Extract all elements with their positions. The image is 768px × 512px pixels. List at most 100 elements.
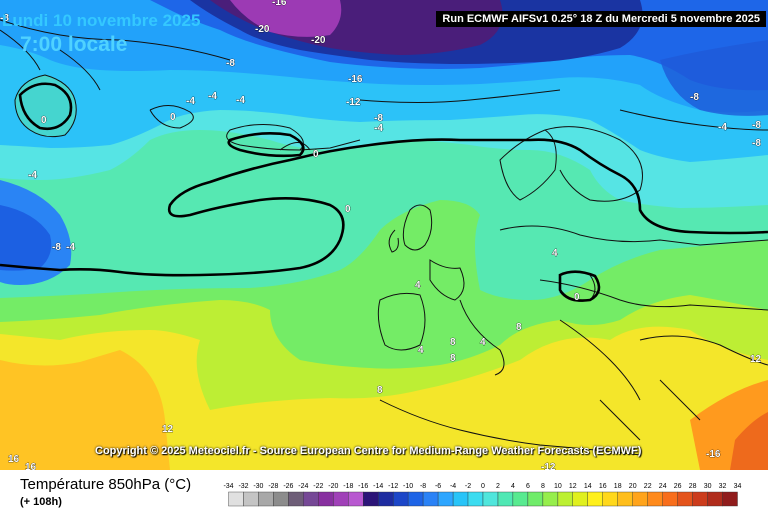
legend-swatch — [542, 491, 559, 507]
legend-swatch — [333, 491, 349, 507]
contour-label: 0 — [313, 149, 319, 160]
legend-tick-label: 0 — [481, 483, 485, 490]
legend-swatch — [527, 491, 544, 507]
contour-label: -12 — [346, 97, 361, 108]
contour-label: 12 — [750, 354, 762, 365]
legend-swatch — [497, 491, 514, 507]
contour-label: 0 — [170, 112, 176, 123]
legend-swatch — [692, 491, 708, 507]
legend-tick-label: 6 — [526, 483, 530, 490]
legend-tick-label: 24 — [659, 483, 667, 490]
contour-labels: -16 -20 -20 -8 -16 -12 -8 -8 -4 -4 -4 -4… — [0, 0, 762, 470]
legend-swatch — [228, 491, 244, 507]
legend-tick-label: -32 — [238, 483, 248, 490]
legend-tick-label: 2 — [496, 483, 500, 490]
legend-tick-label: 30 — [704, 483, 712, 490]
legend-tick-label: -18 — [343, 483, 353, 490]
field-title: Température 850hPa (°C) — [20, 476, 192, 493]
legend-swatch — [258, 491, 274, 507]
contour-label: -8 — [52, 242, 61, 253]
run-info-banner: Run ECMWF AIFSv1 0.25° 18 Z du Mercredi … — [436, 11, 766, 27]
contour-label: 0 — [41, 115, 47, 126]
legend-tick-label: 22 — [644, 483, 652, 490]
contour-label: -8 — [0, 13, 9, 24]
forecast-time: 7:00 locale — [20, 33, 128, 56]
contour-label: -8 — [374, 113, 383, 124]
legend-tick-label: 14 — [584, 483, 592, 490]
contour-label: -4 — [208, 91, 217, 102]
legend-tick-label: -16 — [358, 483, 368, 490]
legend-tick-label: 18 — [614, 483, 622, 490]
legend-tick-label: -8 — [420, 483, 426, 490]
contour-label: 16 — [25, 462, 37, 470]
legend-tick-label: -28 — [268, 483, 278, 490]
contour-label: 4 — [480, 337, 486, 348]
legend-swatch — [243, 491, 259, 507]
legend-tick-label: -6 — [435, 483, 441, 490]
contour-label: -8 — [752, 120, 761, 131]
zero-isotherm — [0, 82, 768, 302]
cold-pool-west-core — [0, 205, 52, 271]
contour-label: -16 — [348, 74, 363, 85]
legend-swatch — [467, 491, 484, 507]
legend-swatch — [303, 491, 319, 507]
contour-label: 12 — [162, 424, 174, 435]
legend-swatch — [407, 491, 424, 507]
contour-label: -4 — [236, 95, 245, 106]
legend-tick-label: -34 — [223, 483, 233, 490]
legend-swatch — [392, 491, 409, 507]
legend-tick-label: 8 — [541, 483, 545, 490]
legend-swatch — [617, 491, 633, 507]
legend-swatch — [587, 491, 603, 507]
legend-swatch — [632, 491, 648, 507]
legend-swatch — [722, 491, 738, 507]
contour-label: -20 — [255, 24, 270, 35]
band-red-southeast — [730, 412, 768, 470]
contour-label: 8 — [516, 322, 522, 333]
legend-tick-label: -22 — [313, 483, 323, 490]
legend-tick-label: -14 — [373, 483, 383, 490]
legend-swatch — [273, 491, 289, 507]
legend-swatch — [452, 491, 469, 507]
contour-label: 4 — [418, 345, 424, 356]
legend-tick-label: 20 — [629, 483, 637, 490]
legend-tick-label: 26 — [674, 483, 682, 490]
legend-tick-label: -30 — [253, 483, 263, 490]
contour-label: 4 — [415, 280, 421, 291]
legend-swatch — [348, 491, 364, 507]
forecast-date: Lundi 10 novembre 2025 — [2, 11, 201, 30]
legend-swatch — [662, 491, 678, 507]
band-magenta — [230, 0, 342, 37]
legend-swatch — [422, 491, 439, 507]
contour-label: 0 — [345, 204, 351, 215]
legend-tick-label: -24 — [298, 483, 308, 490]
contour-label: 0 — [574, 292, 580, 303]
contour-label: 8 — [450, 337, 456, 348]
isotherms — [0, 19, 768, 131]
contour-label: -4 — [718, 122, 727, 133]
legend-swatch — [677, 491, 693, 507]
legend-tick-label: 12 — [569, 483, 577, 490]
band-northeast — [660, 40, 768, 116]
legend-tick-label: -4 — [450, 483, 456, 490]
lead-time: (+ 108h) — [20, 496, 62, 508]
legend-tick-label: 34 — [734, 483, 742, 490]
legend-tick-label: 16 — [599, 483, 607, 490]
legend-swatch — [572, 491, 588, 507]
legend-swatch — [288, 491, 304, 507]
contour-label: -8 — [752, 138, 761, 149]
legend-swatch — [707, 491, 723, 507]
copyright-notice: Copyright © 2025 Meteociel.fr - Source E… — [95, 445, 642, 457]
contour-label: 16 — [8, 454, 20, 465]
legend-tick-label: 28 — [689, 483, 697, 490]
legend-tick-label: 10 — [554, 483, 562, 490]
legend-tick-label: -12 — [388, 483, 398, 490]
legend-swatch — [362, 491, 379, 507]
legend-tick-label: -26 — [283, 483, 293, 490]
contour-label: -4 — [66, 242, 75, 253]
contour-label: 8 — [377, 385, 383, 396]
legend-swatch — [602, 491, 618, 507]
contour-label: -4 — [186, 96, 195, 107]
contour-label: -16 — [272, 0, 287, 8]
